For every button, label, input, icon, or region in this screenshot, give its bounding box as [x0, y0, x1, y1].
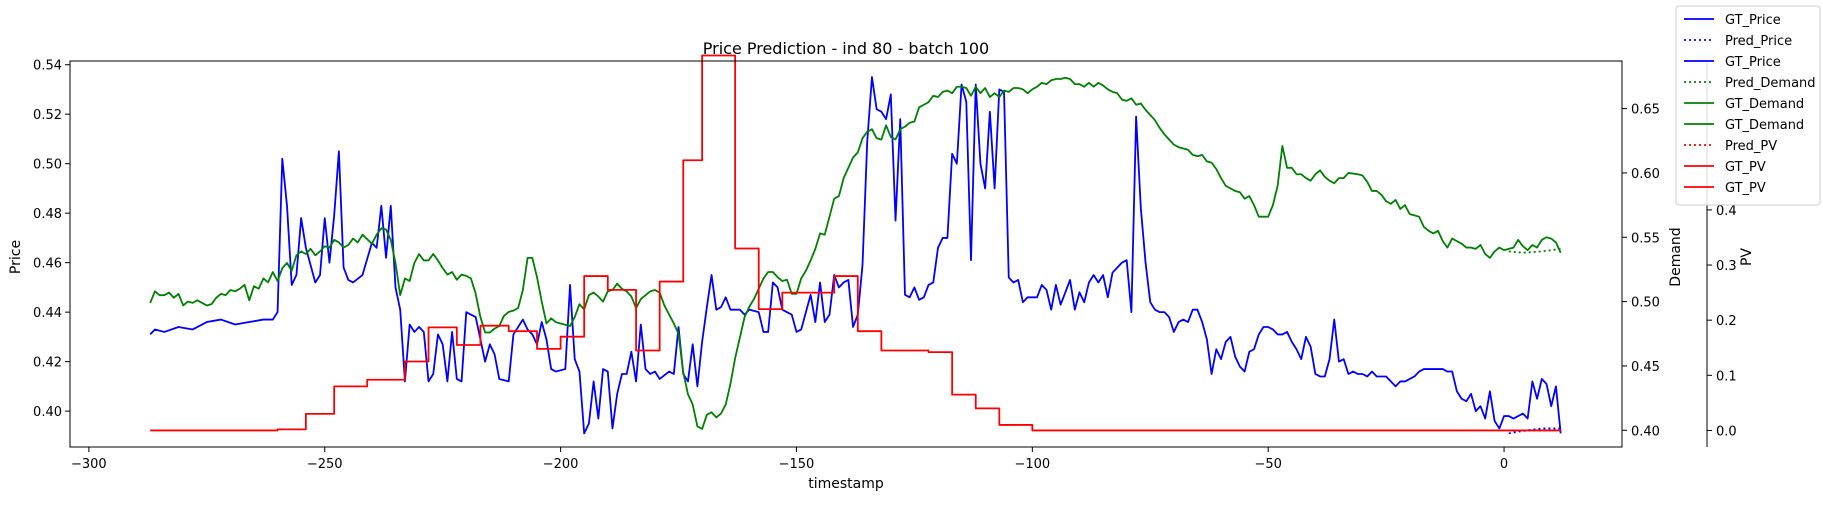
- demand-tick-label: 0.40: [1631, 424, 1660, 439]
- legend-entries: GT_Price Pred_Price GT_Price Pred_Demand GT_…: [1684, 13, 1816, 196]
- series-line-gt-price: [149, 76, 1562, 435]
- x-axis-label: timestamp: [808, 476, 884, 492]
- price-tick-label: 0.44: [33, 306, 62, 321]
- legend-box: [1675, 5, 1821, 206]
- legend-label: Pred_PV: [1725, 139, 1777, 154]
- legend-label: GT_Price: [1725, 13, 1781, 28]
- demand-axis-label: Demand: [1668, 227, 1684, 286]
- series-layer: [149, 54, 1562, 435]
- demand-tick-label: 0.50: [1631, 296, 1660, 311]
- legend-label: Pred_Price: [1725, 34, 1792, 49]
- pv-tick-label: 0.1: [1716, 369, 1737, 384]
- demand-tick-label: 0.60: [1631, 167, 1660, 182]
- chart-title: Price Prediction - ind 80 - batch 100: [703, 39, 989, 58]
- demand-tick-label: 0.45: [1631, 360, 1660, 375]
- pv-axis-ticks: 0.0 0.1 0.2 0.3 0.4: [1707, 204, 1737, 439]
- price-tick-label: 0.46: [33, 257, 62, 272]
- price-tick-label: 0.42: [33, 356, 62, 371]
- plot-frame: [69, 60, 1623, 448]
- series-line-gt-pv: [150, 54, 1561, 432]
- x-tick-label: −200: [543, 457, 579, 472]
- pv-axis-label: PV: [1739, 248, 1755, 266]
- x-tick-label: −150: [779, 457, 815, 472]
- price-axis-ticks: 0.40 0.42 0.44 0.46 0.48 0.50 0.52 0.54: [33, 59, 70, 420]
- legend-label: Pred_Demand: [1725, 76, 1816, 91]
- price-axis-label: Price: [8, 240, 24, 274]
- legend-label: GT_PV: [1725, 160, 1766, 175]
- x-tick-label: −100: [1014, 457, 1050, 472]
- legend-label: GT_Price: [1725, 55, 1781, 70]
- legend-label: GT_Demand: [1725, 97, 1804, 112]
- price-tick-label: 0.50: [33, 158, 62, 173]
- demand-tick-label: 0.65: [1631, 103, 1660, 118]
- price-tick-label: 0.52: [33, 108, 62, 123]
- x-tick-label: −50: [1254, 457, 1281, 472]
- pv-tick-label: 0.4: [1716, 204, 1737, 219]
- x-axis-ticks: −300 −250 −200 −150 −100 −50 0: [71, 447, 1508, 472]
- price-tick-label: 0.40: [33, 405, 62, 420]
- pv-tick-label: 0.2: [1716, 314, 1737, 329]
- x-tick-label: −300: [71, 457, 107, 472]
- x-tick-label: 0: [1500, 457, 1508, 472]
- legend: GT_Price Pred_Price GT_Price Pred_Demand GT_…: [1675, 5, 1821, 206]
- demand-tick-label: 0.55: [1631, 231, 1660, 246]
- price-tick-label: 0.48: [33, 207, 62, 222]
- legend-label: GT_PV: [1725, 181, 1766, 196]
- price-tick-label: 0.54: [33, 59, 62, 74]
- demand-axis-ticks: 0.40 0.45 0.50 0.55 0.60 0.65: [1622, 103, 1660, 439]
- pv-tick-label: 0.3: [1716, 259, 1737, 274]
- series-line-gt-demand: [149, 76, 1562, 430]
- x-tick-label: −250: [307, 457, 343, 472]
- pv-tick-label: 0.0: [1716, 424, 1737, 439]
- legend-label: GT_Demand: [1725, 118, 1804, 133]
